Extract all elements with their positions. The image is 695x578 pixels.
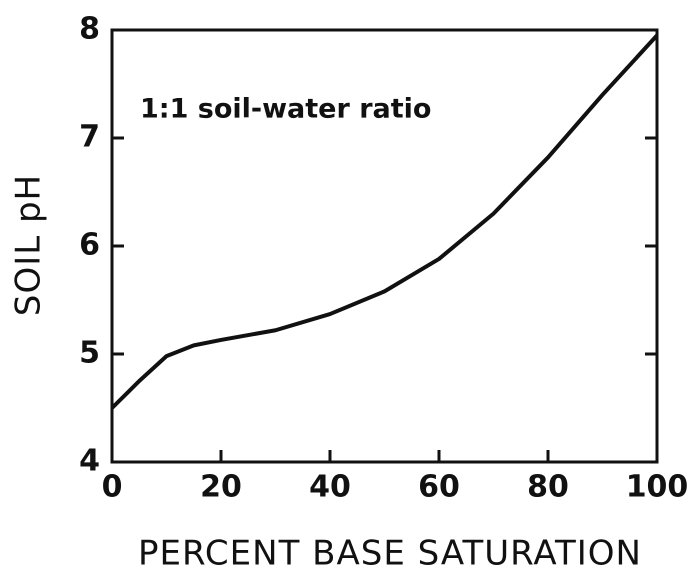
annotation: 1:1 soil-water ratio — [140, 94, 431, 125]
x-tick-label: 0 — [102, 470, 123, 505]
y-tick-label: 8 — [79, 12, 100, 47]
x-tick-label: 20 — [200, 470, 242, 505]
y-axis-label: SOIL pH — [9, 174, 49, 316]
x-tick-label: 80 — [527, 470, 569, 505]
y-tick-label: 7 — [79, 120, 100, 155]
x-tick-label: 40 — [309, 470, 351, 505]
y-tick-label: 6 — [79, 228, 100, 263]
x-tick-label: 60 — [418, 470, 460, 505]
y-tick-label: 4 — [79, 444, 100, 479]
y-tick-label: 5 — [79, 336, 100, 371]
x-tick-label: 100 — [626, 470, 689, 505]
data-line — [110, 34, 659, 410]
x-axis-label: PERCENT BASE SATURATION — [138, 534, 642, 574]
